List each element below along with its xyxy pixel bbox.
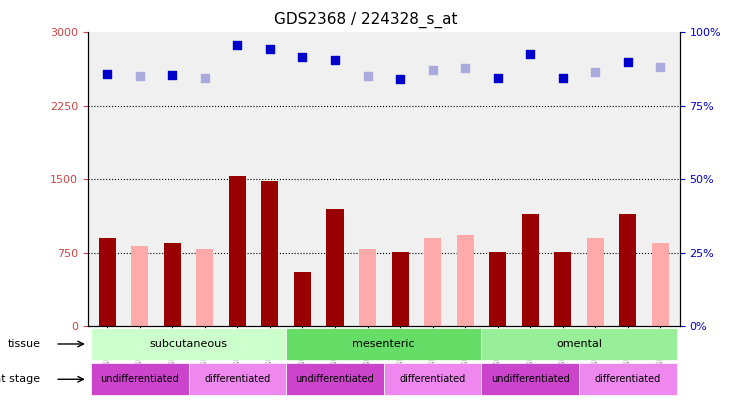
Point: [329, 57, 341, 63]
Point: [134, 73, 145, 80]
FancyBboxPatch shape: [482, 363, 579, 395]
Text: differentiated: differentiated: [399, 374, 466, 384]
Bar: [554, 252, 571, 326]
Point: [362, 73, 374, 80]
Point: [394, 76, 406, 83]
Point: [199, 75, 211, 82]
Text: undifferentiated: undifferentiated: [491, 374, 569, 384]
Text: subcutaneous: subcutaneous: [150, 339, 227, 349]
Point: [654, 64, 666, 70]
Point: [102, 70, 113, 77]
FancyBboxPatch shape: [91, 328, 286, 360]
Bar: [164, 243, 181, 326]
FancyBboxPatch shape: [384, 363, 482, 395]
Bar: [99, 238, 115, 326]
Bar: [457, 235, 474, 326]
Point: [622, 59, 634, 65]
Text: GDS2368 / 224328_s_at: GDS2368 / 224328_s_at: [273, 12, 458, 28]
Bar: [522, 214, 539, 326]
FancyBboxPatch shape: [286, 363, 384, 395]
Bar: [587, 238, 604, 326]
FancyBboxPatch shape: [482, 328, 677, 360]
Point: [492, 75, 504, 82]
Bar: [392, 252, 409, 326]
Bar: [229, 177, 246, 326]
Point: [297, 53, 308, 60]
Bar: [489, 252, 506, 326]
FancyBboxPatch shape: [189, 363, 286, 395]
Bar: [424, 238, 441, 326]
FancyBboxPatch shape: [91, 363, 189, 395]
Bar: [132, 246, 148, 326]
Point: [524, 51, 536, 57]
Text: undifferentiated: undifferentiated: [295, 374, 374, 384]
Point: [264, 46, 276, 52]
Bar: [327, 209, 344, 326]
Point: [589, 68, 601, 75]
Text: mesenteric: mesenteric: [352, 339, 415, 349]
Text: undifferentiated: undifferentiated: [100, 374, 179, 384]
Text: differentiated: differentiated: [204, 374, 270, 384]
Bar: [262, 181, 279, 326]
Point: [167, 71, 178, 78]
Text: tissue: tissue: [7, 339, 40, 349]
Point: [427, 66, 439, 73]
Text: differentiated: differentiated: [594, 374, 661, 384]
Point: [459, 64, 471, 71]
Text: development stage: development stage: [0, 374, 40, 384]
FancyBboxPatch shape: [286, 328, 482, 360]
Bar: [359, 249, 376, 326]
Bar: [652, 243, 669, 326]
Bar: [294, 273, 311, 326]
Bar: [197, 249, 213, 326]
Bar: [619, 214, 636, 326]
FancyBboxPatch shape: [579, 363, 677, 395]
Text: omental: omental: [556, 339, 602, 349]
Point: [557, 75, 569, 82]
Point: [232, 42, 243, 48]
